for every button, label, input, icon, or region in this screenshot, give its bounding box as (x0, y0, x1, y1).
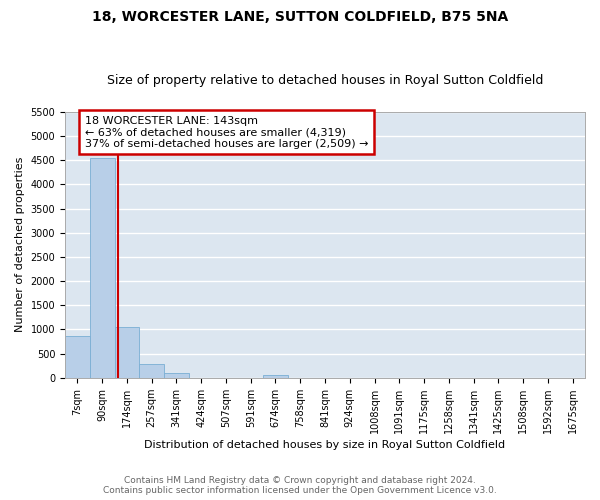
Y-axis label: Number of detached properties: Number of detached properties (15, 157, 25, 332)
Title: Size of property relative to detached houses in Royal Sutton Coldfield: Size of property relative to detached ho… (107, 74, 543, 87)
Text: Contains HM Land Registry data © Crown copyright and database right 2024.
Contai: Contains HM Land Registry data © Crown c… (103, 476, 497, 495)
Bar (90, 158, 115, 378)
Bar (164, 374, 189, 378)
X-axis label: Distribution of detached houses by size in Royal Sutton Coldfield: Distribution of detached houses by size … (145, 440, 506, 450)
Text: 18 WORCESTER LANE: 143sqm
← 63% of detached houses are smaller (4,319)
37% of se: 18 WORCESTER LANE: 143sqm ← 63% of detac… (85, 116, 368, 149)
Text: 18, WORCESTER LANE, SUTTON COLDFIELD, B75 5NA: 18, WORCESTER LANE, SUTTON COLDFIELD, B7… (92, 10, 508, 24)
Bar (139, 364, 164, 378)
Bar (65, 336, 90, 378)
Bar (263, 375, 288, 378)
Bar (115, 326, 139, 378)
